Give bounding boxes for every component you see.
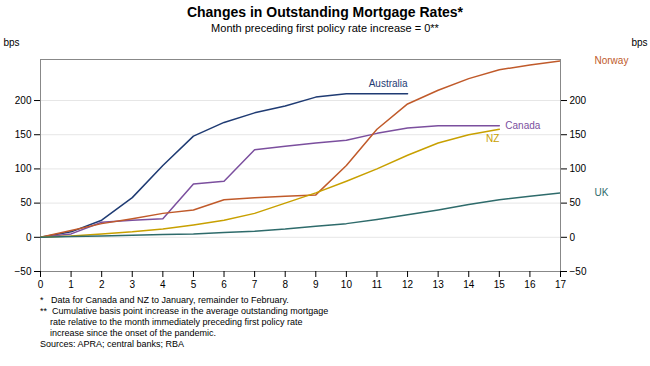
svg-text:NZ: NZ [486,133,499,144]
svg-text:Australia: Australia [369,78,408,89]
svg-text:200: 200 [15,95,32,106]
svg-text:6: 6 [221,279,227,290]
svg-text:10: 10 [341,279,353,290]
svg-text:50: 50 [570,197,582,208]
html-text:Sources: APRA; central banks;: Sources: APRA; central banks; RBA [40,339,185,349]
svg-text:Canada: Canada [505,120,540,131]
svg-text:3: 3 [129,279,135,290]
svg-text:50: 50 [20,197,32,208]
html-text:increase since the onset of th: increase since the onset of the pandemic… [40,328,217,338]
svg-text:bps: bps [631,37,647,48]
html-text:Month preceding first policy r: Month preceding first policy rate increa… [211,22,439,34]
svg-text:−50: −50 [570,266,587,277]
svg-text:14: 14 [463,279,475,290]
svg-text:15: 15 [494,279,506,290]
svg-text:1: 1 [68,279,74,290]
svg-text:13: 13 [433,279,445,290]
svg-text:100: 100 [15,163,32,174]
html-text:** Cumulative basis point incr: ** Cumulative basis point increase in th… [40,306,329,316]
svg-text:8: 8 [282,279,288,290]
svg-text:12: 12 [402,279,414,290]
svg-text:0: 0 [570,232,576,243]
svg-text:7: 7 [252,279,258,290]
html-text:rate relative to the month imm: rate relative to the month immediately p… [40,317,303,327]
svg-text:11: 11 [372,279,383,290]
svg-text:150: 150 [570,129,587,140]
svg-text:Norway: Norway [595,55,629,66]
svg-text:4: 4 [160,279,166,290]
svg-text:2: 2 [99,279,105,290]
svg-text:16: 16 [524,279,536,290]
svg-text:150: 150 [15,129,32,140]
svg-text:200: 200 [570,95,587,106]
svg-text:0: 0 [26,232,32,243]
svg-text:−50: −50 [15,266,32,277]
svg-text:9: 9 [313,279,319,290]
svg-text:5: 5 [191,279,197,290]
html-text:Changes in Outstanding Mortgag: Changes in Outstanding Mortgage Rates* [186,4,464,20]
html-text:* Data for Canada and NZ to Ja: * Data for Canada and NZ to January, rem… [40,295,289,305]
svg-text:0: 0 [38,279,44,290]
svg-text:17: 17 [555,279,567,290]
svg-text:100: 100 [570,163,587,174]
svg-text:UK: UK [595,187,609,198]
svg-text:bps: bps [4,37,20,48]
